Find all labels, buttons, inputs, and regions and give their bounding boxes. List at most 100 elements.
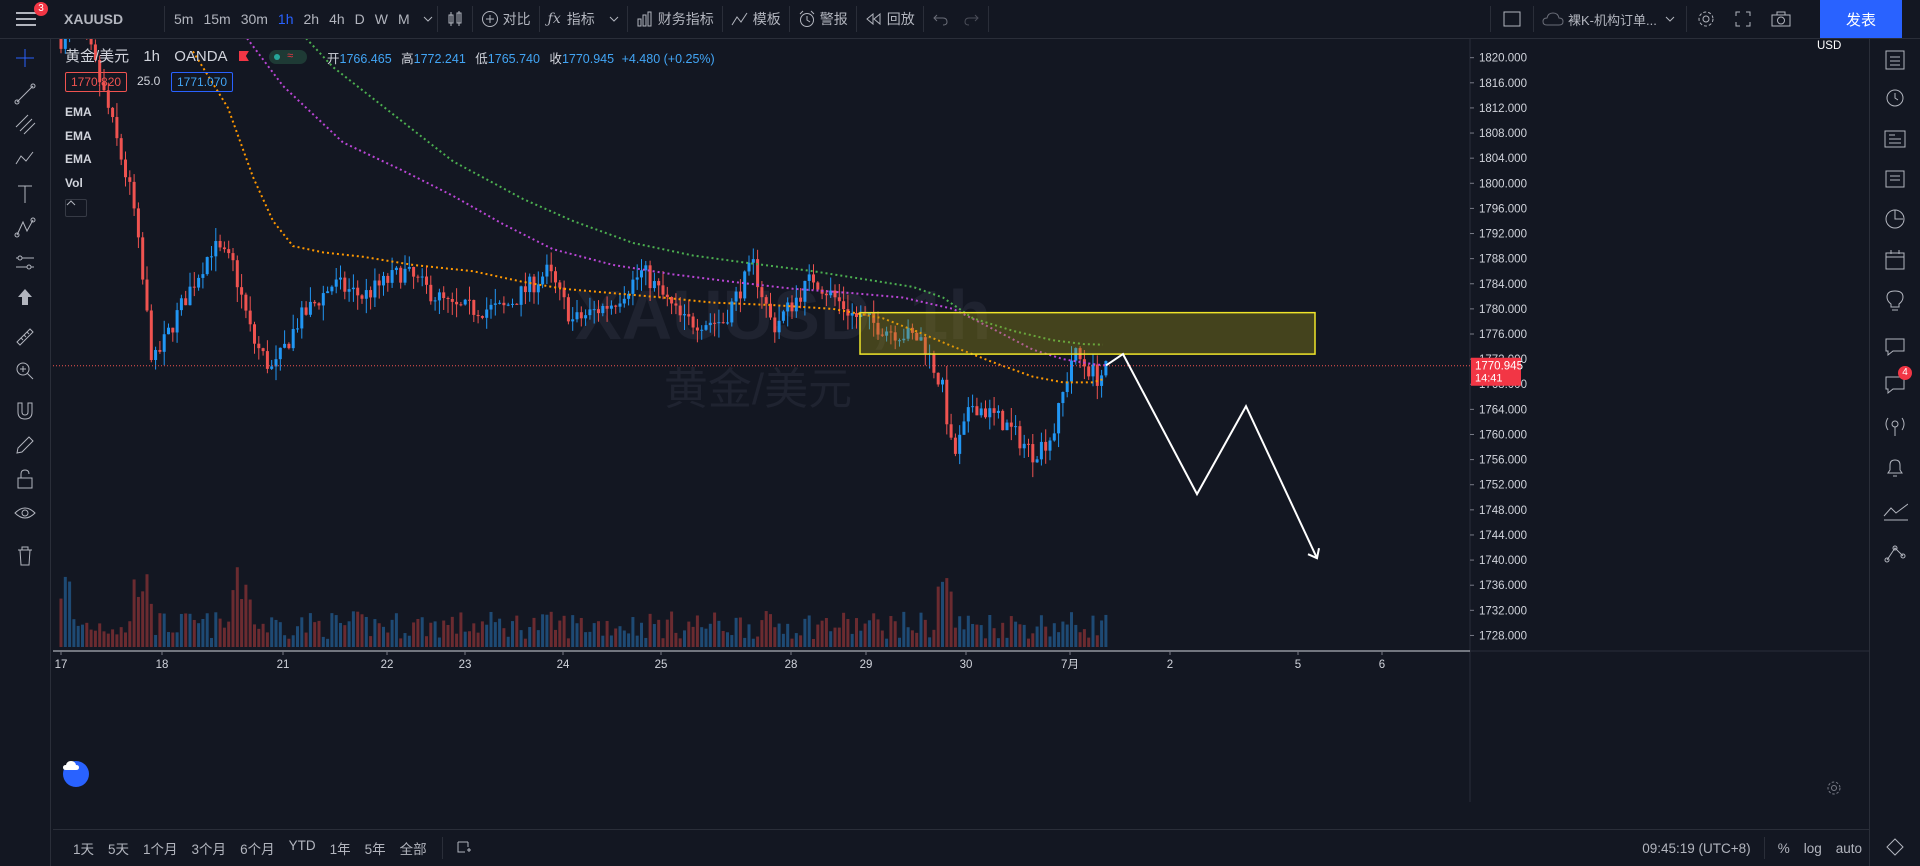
magnet-tool[interactable] bbox=[13, 399, 37, 423]
alerts-button[interactable]: 警报 bbox=[790, 0, 856, 38]
templates-button[interactable]: 模板 bbox=[723, 0, 789, 38]
indicator-ema-1[interactable]: EMA bbox=[65, 105, 92, 119]
candle bbox=[197, 277, 201, 288]
range-7[interactable]: 5年 bbox=[364, 842, 386, 857]
range-3[interactable]: 3个月 bbox=[191, 842, 227, 857]
status-toggle[interactable]: ≈ bbox=[269, 50, 308, 65]
indicator-ema-3[interactable]: EMA bbox=[65, 152, 92, 166]
data-window-button[interactable] bbox=[1882, 166, 1908, 192]
arrow-tool[interactable] bbox=[13, 285, 37, 309]
volume-bar bbox=[313, 622, 317, 647]
dom-button[interactable] bbox=[1882, 541, 1908, 567]
fullscreen-button[interactable] bbox=[1725, 0, 1761, 38]
range-0[interactable]: 1天 bbox=[73, 842, 95, 857]
interval-1h[interactable]: 1h bbox=[277, 11, 294, 27]
trendline-tool[interactable] bbox=[13, 82, 37, 106]
replay-button[interactable]: 回放 bbox=[857, 0, 923, 38]
undo-button[interactable] bbox=[924, 0, 956, 38]
main-menu-button[interactable]: 3 bbox=[0, 0, 52, 38]
delete-tool[interactable] bbox=[13, 544, 37, 568]
volume-bar bbox=[571, 615, 575, 647]
interval-15m[interactable]: 15m bbox=[203, 11, 231, 27]
chart-type-button[interactable] bbox=[438, 0, 472, 38]
interval-W[interactable]: W bbox=[374, 11, 388, 27]
text-tool[interactable] bbox=[13, 182, 37, 206]
streams-button[interactable] bbox=[1882, 413, 1908, 439]
layout-toggle-button[interactable] bbox=[1491, 0, 1533, 38]
volume-bar bbox=[1009, 616, 1013, 647]
settings-button[interactable] bbox=[1687, 0, 1725, 38]
buy-button[interactable]: 1771.070 bbox=[171, 72, 234, 92]
percent-toggle[interactable]: % bbox=[1777, 840, 1790, 856]
price-tick-label: 1804.000 bbox=[1479, 153, 1527, 165]
measure-group-tool[interactable] bbox=[13, 251, 37, 275]
compare-button[interactable]: 对比 bbox=[473, 0, 539, 38]
interval-M[interactable]: M bbox=[398, 11, 410, 27]
notifications-button[interactable]: 4 bbox=[1882, 366, 1912, 398]
object-tree-button[interactable] bbox=[1882, 834, 1908, 860]
candle bbox=[1039, 441, 1043, 460]
fib-tool[interactable] bbox=[13, 112, 37, 136]
volume-bar bbox=[455, 633, 459, 647]
candle bbox=[536, 284, 540, 293]
volume-bar bbox=[1027, 638, 1030, 647]
chats-button[interactable] bbox=[1882, 334, 1908, 360]
interval-4h[interactable]: 4h bbox=[329, 11, 345, 27]
crosshair-tool[interactable] bbox=[13, 46, 37, 70]
sell-button[interactable]: 1770.820 bbox=[65, 72, 128, 92]
range-8[interactable]: 全部 bbox=[399, 842, 427, 857]
zoom-tool[interactable] bbox=[13, 359, 37, 383]
screenshot-button[interactable] bbox=[1761, 0, 1801, 38]
auto-toggle[interactable]: auto bbox=[1835, 840, 1862, 856]
volume-bar bbox=[726, 632, 729, 647]
range-1[interactable]: 5天 bbox=[108, 842, 130, 857]
ideas-button[interactable] bbox=[1882, 287, 1908, 313]
indicators-button[interactable]: ƒx 指标 bbox=[540, 0, 627, 38]
symbol-search-button[interactable]: XAUUSD bbox=[64, 11, 124, 27]
candle bbox=[1009, 422, 1013, 427]
stay-in-drawing-tool[interactable] bbox=[13, 433, 37, 457]
range-6[interactable]: 1年 bbox=[329, 842, 351, 857]
bell-button[interactable] bbox=[1882, 455, 1908, 481]
log-toggle[interactable]: log bbox=[1803, 840, 1822, 856]
chart-canvas[interactable]: XAUUSD, 1h黄金/美元1820.0001816.0001812.0001… bbox=[53, 39, 1870, 802]
news-button[interactable] bbox=[1882, 126, 1908, 152]
pattern-tool[interactable] bbox=[13, 147, 37, 171]
clock[interactable]: 09:45:19 (UTC+8) bbox=[1642, 840, 1751, 856]
date-range-button[interactable] bbox=[451, 840, 479, 857]
divider bbox=[436, 6, 438, 32]
redo-button[interactable] bbox=[956, 0, 988, 38]
interval-D[interactable]: D bbox=[354, 11, 365, 27]
interval-2h[interactable]: 2h bbox=[303, 11, 320, 27]
interval-dropdown[interactable] bbox=[419, 0, 437, 38]
range-5[interactable]: YTD bbox=[288, 838, 316, 853]
volume-bar bbox=[1065, 624, 1069, 647]
interval-5m[interactable]: 5m bbox=[174, 11, 194, 27]
volume-bar bbox=[601, 635, 605, 647]
layout-name-button[interactable]: 裸K-机构订单... bbox=[1534, 0, 1686, 38]
hide-tool[interactable] bbox=[13, 501, 37, 525]
prediction-tool[interactable] bbox=[13, 216, 37, 240]
publish-button[interactable]: 发表 bbox=[1820, 0, 1902, 38]
financials-button[interactable]: 财务指标 bbox=[628, 0, 722, 38]
volume-bar bbox=[549, 611, 553, 647]
calendar-button[interactable] bbox=[1882, 247, 1908, 273]
volume-bar bbox=[592, 623, 596, 647]
range-4[interactable]: 6个月 bbox=[240, 842, 275, 857]
tradingview-logo[interactable] bbox=[63, 761, 89, 787]
watchlist-button[interactable] bbox=[1882, 47, 1908, 73]
candle bbox=[1018, 426, 1022, 449]
screener-button[interactable] bbox=[1882, 499, 1908, 525]
chart-pane[interactable]: XAUUSD, 1h 黄金/美元 1820.000 1816.000 1812.000 1… bbox=[53, 39, 1870, 802]
collapse-legend-button[interactable] bbox=[65, 199, 87, 217]
range-2[interactable]: 1个月 bbox=[143, 842, 178, 857]
divider bbox=[855, 6, 857, 32]
interval-30m[interactable]: 30m bbox=[240, 11, 268, 27]
lock-tool[interactable] bbox=[13, 467, 37, 491]
ruler-tool[interactable] bbox=[13, 325, 37, 349]
indicator-ema-2[interactable]: EMA bbox=[65, 129, 92, 143]
indicator-vol[interactable]: Vol bbox=[65, 176, 83, 190]
volume-bar bbox=[1074, 624, 1078, 647]
hotlist-button[interactable] bbox=[1882, 206, 1908, 232]
alerts-panel-button[interactable] bbox=[1882, 84, 1908, 110]
